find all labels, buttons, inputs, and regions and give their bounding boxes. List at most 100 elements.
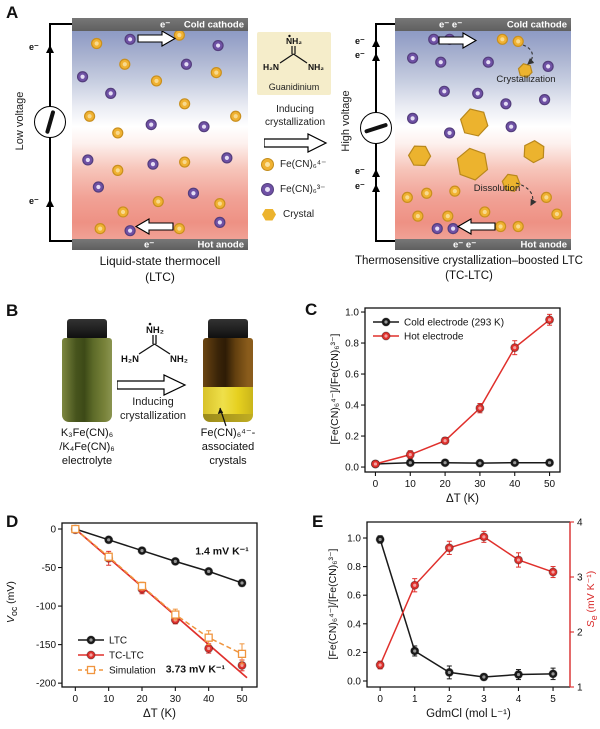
voltmeter-low-icon: [34, 106, 66, 138]
electron-arrow-icon: [372, 53, 380, 61]
crystal-icon: [456, 147, 489, 181]
svg-text:1.0: 1.0: [347, 534, 361, 545]
svg-text:ΔT (K): ΔT (K): [446, 493, 479, 505]
electron-label: e⁻: [355, 50, 365, 60]
svg-text:3: 3: [481, 694, 487, 705]
crystal-icon: [501, 173, 521, 192]
svg-text:0.4: 0.4: [345, 401, 359, 412]
svg-text:-50: -50: [42, 563, 57, 574]
svg-text:50: 50: [544, 479, 556, 490]
cold-cathode-bar: e⁻ e⁻ Cold cathode: [395, 18, 571, 31]
svg-text:NH₂: NH₂: [308, 62, 324, 72]
svg-text:2: 2: [577, 628, 583, 639]
tcltc-cell-diagram: e⁻ e⁻ Cold cathode e⁻ e⁻ Hot anode Cryst…: [395, 18, 571, 250]
crystal-layer: [203, 386, 253, 414]
electron-label: e⁻ e⁻: [453, 239, 477, 250]
svg-text:TC-LTC: TC-LTC: [109, 651, 144, 662]
svg-text:Hot electrode: Hot electrode: [404, 332, 464, 343]
electron-label: e⁻: [355, 36, 365, 46]
svg-text:40: 40: [509, 479, 521, 490]
svg-text:0.6: 0.6: [347, 591, 361, 602]
svg-text:0.0: 0.0: [345, 463, 359, 474]
chart-e-ylabel: [Fe(CN)₆⁴⁻]/[Fe(CN)₆³⁻]: [327, 548, 339, 660]
panel-c-label: C: [305, 300, 318, 319]
svg-text:1.0: 1.0: [345, 308, 359, 319]
svg-text:20: 20: [136, 694, 148, 705]
svg-text:5: 5: [550, 694, 556, 705]
svg-text:0.4: 0.4: [347, 619, 361, 630]
svg-text:0: 0: [50, 525, 56, 536]
electron-flow-arrow-icon: [134, 218, 174, 235]
species-legend: Fe(CN)₆⁴⁻ Fe(CN)₆³⁻ Crystal: [262, 152, 326, 227]
electron-label: e⁻: [355, 181, 365, 191]
svg-text:0.6: 0.6: [345, 370, 359, 381]
hot-anode-bar: e⁻ e⁻ Hot anode: [395, 239, 571, 250]
svg-text:NH₂: NH₂: [146, 325, 164, 336]
ltc-caption: Liquid-state thermocell (LTC): [99, 254, 221, 284]
svg-text:40: 40: [203, 694, 215, 705]
svg-text:2: 2: [447, 694, 453, 705]
crystallization-label: Crystallization: [496, 74, 556, 85]
guanidinium-structure-box: NH₂ H₂N NH₂ Guanidinium: [257, 32, 331, 95]
svg-text:20: 20: [440, 479, 452, 490]
svg-text:3: 3: [577, 573, 583, 584]
wire: [375, 23, 396, 25]
electron-label: e⁻: [29, 42, 39, 52]
panel-a-label: A: [6, 3, 19, 22]
svg-text:-100: -100: [36, 602, 56, 613]
hot-anode-bar: e⁻ Hot anode: [72, 239, 248, 250]
high-voltage-label: High voltage: [340, 90, 352, 152]
cold-cathode-bar: e⁻ Cold cathode: [72, 18, 248, 31]
svg-text:30: 30: [474, 479, 486, 490]
chart-e: 0 1 2 3 4 5 0.0 0.2 0.4 0.6 0.8 1.0 1 2 3 4 GdmCl (mol L…: [300, 510, 600, 729]
hot-anode-label: Hot anode: [520, 239, 567, 250]
svg-text:H₂N: H₂N: [263, 62, 279, 72]
electron-arrow-icon: [46, 199, 54, 207]
svg-text:0.8: 0.8: [345, 339, 359, 350]
right-vial-caption: Fe(CN)₆⁴⁻- associated crystals: [200, 427, 256, 467]
crystal-icon: [459, 108, 489, 137]
voltmeter-high-icon: [360, 112, 392, 144]
svg-text:0.2: 0.2: [345, 432, 359, 443]
electron-flow-arrow-icon: [456, 218, 496, 235]
electron-label: e⁻: [144, 239, 155, 250]
svg-text:Simulation: Simulation: [109, 666, 156, 677]
low-voltage-label: Low voltage: [14, 91, 26, 151]
electron-arrow-icon: [372, 184, 380, 192]
svg-text:10: 10: [103, 694, 115, 705]
ferrocyanide-icon: [262, 159, 273, 170]
svg-text:0: 0: [377, 694, 383, 705]
guanidinium-structure: NH₂ H₂N NH₂: [263, 34, 324, 72]
legend-item: Crystal: [262, 202, 326, 227]
electron-arrow-icon: [372, 169, 380, 177]
svg-text:Cold electrode (293 K): Cold electrode (293 K): [404, 318, 504, 329]
electron-flow-arrow-icon: [137, 31, 177, 47]
svg-text:LTC: LTC: [109, 636, 127, 647]
electrolyte-vial: [62, 338, 112, 422]
electron-label: e⁻: [355, 166, 365, 176]
ferricyanide-icon: [262, 184, 273, 195]
svg-text:3.73 mV K⁻¹: 3.73 mV K⁻¹: [166, 663, 226, 675]
panel-e-label: E: [312, 512, 324, 531]
svg-text:NH₂: NH₂: [286, 36, 302, 46]
hot-anode-label: Hot anode: [197, 239, 244, 250]
svg-text:1.4 mV K⁻¹: 1.4 mV K⁻¹: [195, 545, 249, 557]
electron-label: e⁻: [29, 196, 39, 206]
guanidinium-label: Guanidinium: [268, 82, 320, 92]
electron-flow-arrow-icon: [438, 32, 478, 49]
supernatant-layer: [203, 338, 253, 387]
electron-arrow-icon: [372, 39, 380, 47]
crystal-icon: [407, 145, 432, 167]
svg-text:30: 30: [170, 694, 182, 705]
svg-text:H₂N: H₂N: [121, 354, 139, 365]
crystal-icon: [517, 63, 533, 78]
vial-bottom: [203, 413, 253, 422]
chart-c: 0 10 20 30 40 50 0.0 0.2 0.4 0.6 0.8 1.0 ΔT (K) Cold …: [295, 298, 600, 512]
wire: [49, 240, 73, 242]
reaction-arrow-icon: [117, 374, 187, 396]
svg-text:10: 10: [405, 479, 417, 490]
crystal-pointer-arrow-icon: [217, 407, 227, 427]
svg-text:50: 50: [236, 694, 248, 705]
legend-item: Fe(CN)₆⁴⁻: [262, 152, 326, 177]
